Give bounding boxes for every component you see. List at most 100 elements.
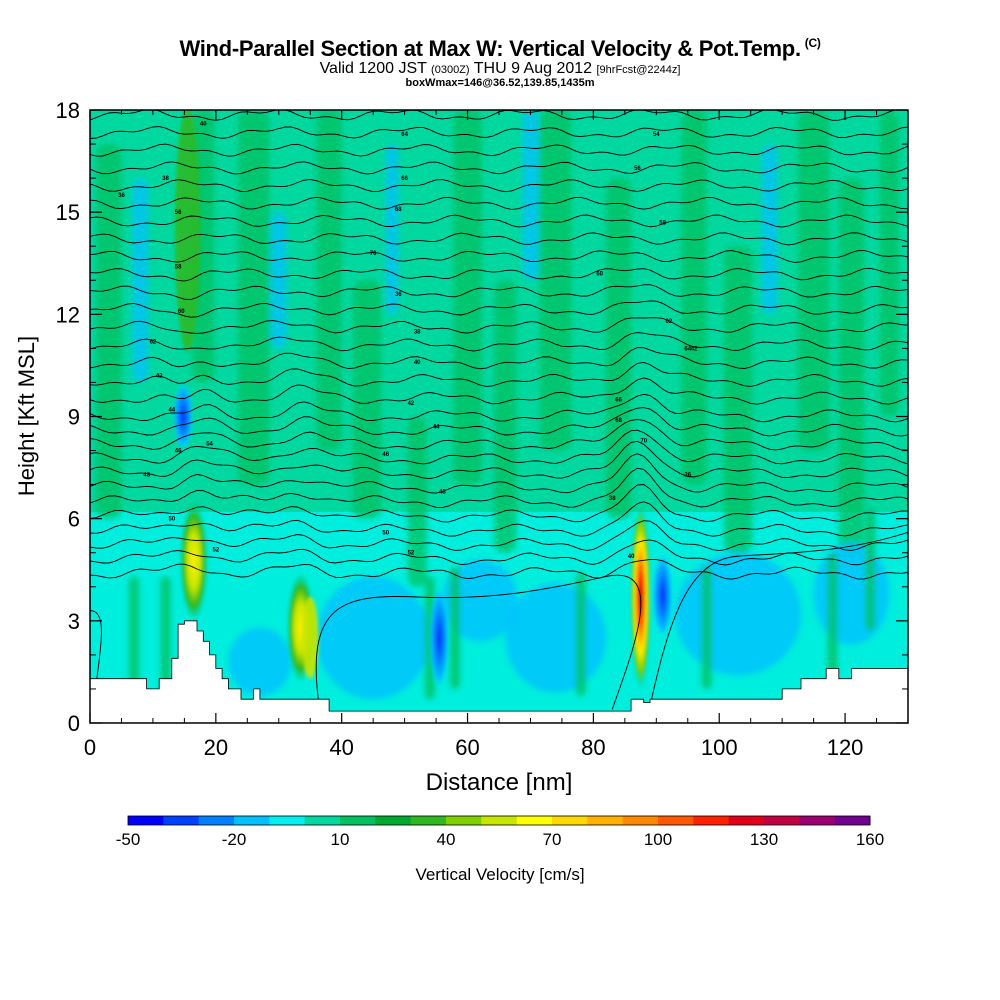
streak (453, 110, 482, 485)
low-blue-patch (813, 542, 890, 645)
isentrope (90, 501, 908, 537)
colorbar-swatch (340, 816, 376, 825)
streak (270, 212, 287, 349)
isentrope (90, 520, 908, 552)
isentrope-label: 62 (150, 340, 157, 346)
colorbar-swatch (622, 816, 659, 825)
isentrope-label: 36 (684, 472, 691, 478)
isentrope (90, 143, 908, 157)
colorbar-tick-label: -20 (222, 830, 247, 849)
box-info: boxWmax=146@36.52,139.85,1435m (405, 77, 595, 89)
isentrope (90, 179, 908, 193)
y-tick-label: 0 (68, 711, 80, 736)
colorbar: -50 -20 10 40 70 100 130 160 Vertical Velocity [… (116, 815, 884, 884)
isentrope-label: 56 (634, 166, 641, 172)
isentrope (90, 232, 908, 246)
valid-prefix: Valid 1200 JST (319, 60, 427, 77)
colorbar-swatch (728, 816, 765, 825)
x-tick-label: 0 (84, 735, 96, 760)
low-blue-patch (316, 576, 430, 700)
low-green-streak (129, 576, 140, 700)
streak (797, 110, 830, 451)
isentrope (90, 559, 908, 580)
colorbar-swatch (410, 816, 447, 825)
colorbar-swatch (446, 816, 482, 825)
isentrope-label: 44 (168, 408, 175, 414)
isentrope-label: 44 (433, 425, 440, 431)
low-green-streak (701, 566, 712, 689)
x-tick-label: 60 (455, 735, 479, 760)
x-tick-label: 80 (581, 735, 605, 760)
colorbar-swatch (304, 816, 341, 825)
downdraft-cell (173, 382, 194, 451)
x-tick-label: 20 (204, 735, 228, 760)
upper-updraft (174, 110, 201, 352)
isentrope-label: 68 (395, 207, 402, 213)
downdraft-cell (429, 586, 450, 689)
isentrope-contours: 36 38 40 42 44 46 48 50 52 54 56 58 60 62 64 66 68 70 36 38… (90, 110, 908, 710)
isentrope-label: 68 (615, 418, 622, 424)
colorbar-swatch (516, 816, 553, 825)
isentrope-label: 48 (439, 489, 446, 495)
streak (352, 280, 382, 519)
isentrope-label: 40 (628, 554, 635, 560)
isentrope-label: 60 (596, 271, 603, 277)
isentrope-label: 40 (200, 122, 207, 128)
copyright-mark: (C) (804, 36, 821, 50)
x-axis-label: Distance [nm] (426, 769, 573, 796)
isentrope (90, 361, 908, 387)
isentrope (90, 539, 908, 566)
y-tick-label: 3 (68, 609, 80, 634)
isentrope (90, 267, 908, 282)
colorbar-swatch (587, 816, 624, 825)
isentrope-label: 62 (666, 319, 673, 325)
low-blue-patch (228, 627, 292, 696)
isentrope (90, 467, 908, 509)
isentrope-label: 52 (408, 551, 415, 557)
isentrope (90, 453, 908, 494)
x-tick-label: 120 (827, 735, 864, 760)
low-green-streak (827, 552, 838, 676)
low-green-streak (865, 508, 876, 632)
streak (316, 110, 342, 451)
isentrope (90, 332, 908, 352)
isentrope (90, 284, 908, 300)
streak (522, 110, 539, 281)
colorbar-swatch (163, 816, 200, 825)
colorbar-swatch (693, 816, 730, 825)
terrain-profile (89, 620, 909, 724)
title-main: Wind-Parallel Section at Max W: Vertical… (179, 36, 801, 61)
streak (407, 416, 427, 587)
isentrope-label: 56 (175, 210, 182, 216)
y-tick-label: 18 (56, 98, 80, 123)
y-tick-label: 6 (68, 507, 80, 532)
colorbar-swatch (198, 816, 235, 825)
valid-suffix: THU 9 Aug 2012 (473, 60, 593, 77)
isentrope (90, 347, 908, 370)
isentrope (90, 214, 908, 228)
colorbar-tick-label: -50 (116, 830, 141, 849)
velocity-field (90, 110, 908, 723)
streak (96, 144, 122, 519)
low-blue-patch (442, 559, 518, 642)
isentrope (90, 419, 908, 451)
colorbar-swatch (799, 816, 836, 825)
streak (237, 110, 270, 485)
x-tick-label: 100 (701, 735, 738, 760)
colorbar-tick-label: 10 (331, 830, 350, 849)
forecast-info: [9hrFcst@2244z] (596, 64, 681, 76)
isentrope (90, 484, 908, 523)
colorbar-swatch (234, 816, 270, 825)
y-tick-label: 12 (56, 302, 80, 327)
low-contour (90, 610, 102, 683)
isentrope (90, 407, 908, 437)
colorbar-tick-label: 160 (856, 830, 884, 849)
streak (838, 178, 864, 553)
isentrope-label: 70 (640, 438, 647, 444)
colorbar-swatch (658, 816, 694, 825)
chart-title: Wind-Parallel Section at Max W: Vertical… (0, 36, 1000, 62)
colorbar-tick-label: 40 (437, 830, 456, 849)
colorbar-swatch (834, 816, 871, 825)
isentrope-label: 42 (156, 374, 163, 380)
isentrope (90, 429, 908, 465)
